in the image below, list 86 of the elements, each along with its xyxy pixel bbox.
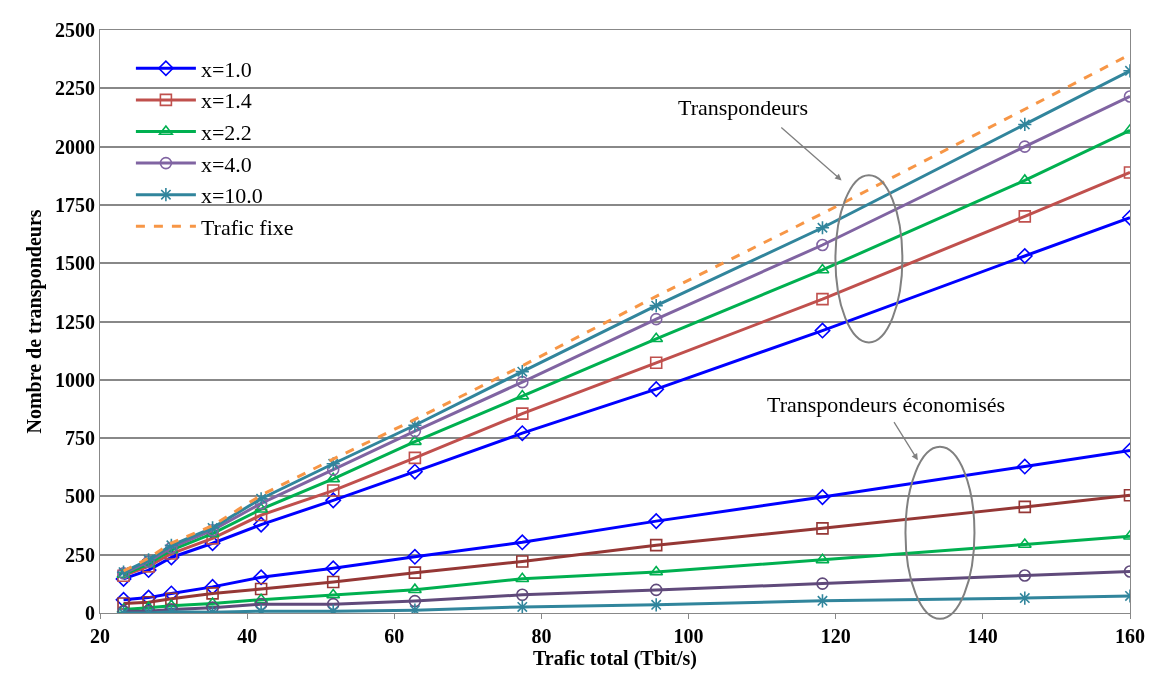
- point: [516, 407, 529, 420]
- y-tick-label: 250: [65, 543, 95, 566]
- point: [514, 425, 531, 442]
- y-tick-label: 1750: [55, 193, 95, 216]
- point: [816, 292, 829, 306]
- legend-label: Trafic fixe: [200, 214, 294, 240]
- x-tick-label: 120: [820, 625, 851, 647]
- y-tick-label: 2000: [55, 135, 95, 158]
- point: [648, 381, 665, 398]
- point: [1018, 140, 1032, 153]
- point: [814, 489, 831, 506]
- point: [326, 484, 340, 497]
- point: [515, 572, 530, 583]
- x-tick-label: 40: [237, 625, 258, 647]
- point: [406, 548, 423, 565]
- point: [325, 560, 342, 577]
- point: [1016, 458, 1033, 475]
- point: [815, 553, 830, 564]
- point: [163, 537, 179, 553]
- y-tick-label: 0: [85, 602, 95, 624]
- point: [408, 566, 422, 579]
- point: [815, 263, 830, 274]
- point: [204, 535, 221, 552]
- point: [649, 312, 663, 326]
- x-axis-title: Trafic total (Tbit/s): [532, 647, 698, 670]
- point: [815, 220, 830, 236]
- x-tick-label: 140: [967, 625, 998, 647]
- point: [408, 451, 422, 465]
- x-tick-label: 20: [90, 625, 110, 647]
- point: [254, 508, 268, 522]
- point: [253, 569, 270, 586]
- point: [1018, 210, 1032, 223]
- point: [816, 522, 829, 535]
- legend-label: x=4.0: [200, 151, 252, 177]
- point: [406, 463, 423, 480]
- point: [649, 332, 664, 343]
- x-tick-label: 100: [673, 625, 704, 647]
- point: [204, 578, 221, 595]
- y-tick-label: 2500: [55, 19, 95, 41]
- y-tick-label: 2250: [55, 77, 95, 100]
- point: [516, 555, 529, 568]
- point: [117, 597, 130, 610]
- legend-label: x=1.4: [200, 88, 252, 114]
- annotation: Transpondeurs: [678, 95, 808, 120]
- point: [648, 298, 664, 314]
- legend-label: x=2.2: [200, 120, 252, 146]
- y-axis-title: Nombre de transpondeurs: [22, 209, 46, 434]
- point: [1017, 117, 1033, 132]
- point: [815, 593, 830, 609]
- point: [516, 375, 529, 389]
- y-tick-label: 1250: [55, 310, 95, 333]
- point: [326, 472, 341, 483]
- point: [325, 492, 342, 509]
- point: [649, 538, 663, 552]
- x-tick-label: 60: [384, 625, 405, 647]
- point: [649, 583, 663, 597]
- y-tick-label: 500: [65, 485, 95, 508]
- point: [408, 594, 422, 608]
- point: [253, 516, 270, 533]
- legend-label: x=1.0: [200, 56, 252, 82]
- point: [140, 589, 157, 606]
- point: [514, 534, 531, 551]
- annotation: Transpondeurs économisés: [767, 392, 1006, 417]
- y-tick-label: 1500: [55, 252, 95, 275]
- point: [515, 389, 530, 400]
- point: [165, 592, 178, 606]
- point: [816, 238, 829, 252]
- y-tick-label: 750: [65, 427, 95, 450]
- point: [1018, 569, 1032, 582]
- point: [326, 588, 341, 599]
- point: [325, 456, 341, 472]
- x-tick-label: 80: [531, 625, 552, 647]
- point: [516, 588, 529, 602]
- point: [814, 322, 831, 339]
- point: [648, 513, 665, 530]
- y-tick-label: 1000: [55, 368, 95, 391]
- legend-label: x=10.0: [200, 183, 263, 209]
- point: [254, 582, 268, 596]
- point: [816, 577, 829, 590]
- point: [649, 356, 663, 370]
- point: [1016, 248, 1033, 264]
- point: [326, 575, 340, 589]
- x-tick-label: 160: [1115, 625, 1145, 647]
- point: [1018, 500, 1032, 514]
- point: [514, 364, 530, 380]
- point: [649, 565, 664, 576]
